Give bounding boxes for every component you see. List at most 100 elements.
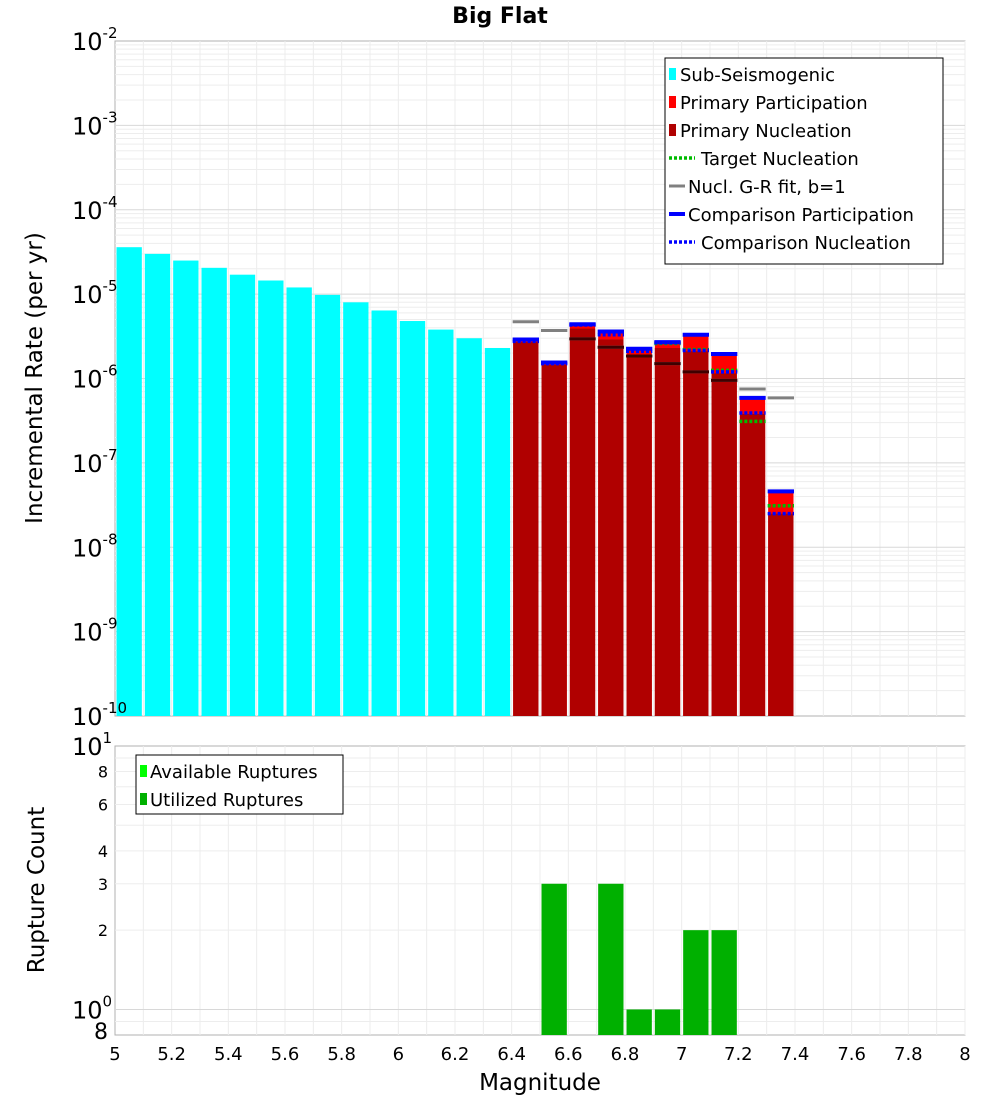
count-legend-label: Utilized Ruptures [150, 790, 303, 811]
count-y-tick-major-label-base: 10 [72, 733, 103, 761]
x-tick-label: 6.2 [441, 1044, 470, 1065]
utilized-ruptures-bar [598, 883, 624, 1035]
primary-nucleation-bar [768, 513, 794, 716]
sub-seismogenic-bar [201, 267, 227, 716]
rate-y-tick-label-exp: -5 [103, 277, 118, 295]
rate-y-tick-label-exp: -9 [103, 615, 118, 633]
rate-y-tick-label: 10-5 [72, 277, 118, 309]
rate-legend-label: Primary Nucleation [680, 121, 852, 142]
count-legend-swatch [140, 793, 147, 805]
count-plot-grid [115, 746, 966, 1035]
rate-legend-label: Target Nucleation [700, 149, 859, 170]
sub-seismogenic-bar [258, 280, 284, 716]
utilized-ruptures-bar [711, 930, 737, 1035]
sub-seismogenic-bar [371, 310, 397, 716]
rate-y-tick-label: 10-4 [72, 193, 118, 225]
rate-y-tick-label-base: 10 [72, 703, 103, 731]
x-tick-label: 8 [959, 1044, 970, 1065]
rate-y-tick-label-exp: -8 [103, 530, 118, 548]
x-tick-label: 5.2 [157, 1044, 186, 1065]
count-y-axis-label: Rupture Count [24, 807, 50, 973]
rate-y-tick-label: 10-6 [72, 362, 118, 394]
sub-seismogenic-bar [314, 294, 341, 716]
rate-legend-label: Nucl. G-R fit, b=1 [688, 177, 846, 198]
sub-seismogenic-bar [286, 287, 312, 716]
x-tick-label: 5.6 [271, 1044, 300, 1065]
x-tick-label: 7.6 [837, 1044, 866, 1065]
sub-seismogenic-bar [484, 347, 511, 716]
rate-y-tick-label: 10-3 [72, 108, 118, 140]
rate-y-tick-label: 10-10 [72, 699, 127, 731]
rate-plot-bars [116, 247, 794, 716]
primary-nucleation-bar [711, 373, 737, 716]
x-tick-label: 5.4 [214, 1044, 243, 1065]
primary-nucleation-bar [654, 347, 681, 716]
sub-seismogenic-bar [456, 338, 482, 716]
count-y-tick-minor-label: 8 [94, 1020, 108, 1045]
chart-title: Big Flat [452, 4, 548, 29]
primary-nucleation-bar [739, 413, 766, 716]
rate-plot: 10-210-310-410-510-610-710-810-910-10 In… [22, 24, 966, 731]
primary-nucleation-bar [598, 339, 624, 716]
rate-y-tick-label: 10-7 [72, 446, 118, 478]
rate-y-tick-label-base: 10 [72, 281, 103, 309]
count-legend-swatch [140, 765, 147, 777]
count-y-tick-minor-label: 8 [98, 763, 108, 782]
rate-y-tick-label-exp: -4 [103, 193, 118, 211]
x-axis-label: Magnitude [479, 1070, 601, 1096]
count-y-tick-major-label-exp: 1 [103, 729, 113, 747]
x-tick-label: 7.8 [894, 1044, 923, 1065]
x-tick-label: 6.6 [554, 1044, 583, 1065]
count-y-tick-minor-label: 4 [98, 842, 108, 861]
rate-legend: Sub-Seismogenic Primary Participation Prim… [664, 57, 944, 265]
utilized-ruptures-bar [683, 930, 709, 1035]
rate-y-tick-label-base: 10 [72, 197, 103, 225]
rate-legend-swatch [669, 68, 676, 80]
sub-seismogenic-bar [144, 253, 171, 716]
utilized-ruptures-bar [654, 1009, 681, 1035]
count-y-tick-minor-label: 6 [98, 795, 108, 814]
rate-y-tick-label-exp: -2 [103, 24, 118, 42]
rate-legend-box [664, 57, 944, 265]
count-y-tick-minor-label: 3 [98, 875, 108, 894]
rate-y-tick-label-exp: -7 [103, 446, 118, 464]
sub-seismogenic-bar [173, 260, 199, 716]
rate-plot-y-ticks: 10-210-310-410-510-610-710-810-910-10 [72, 24, 127, 731]
sub-seismogenic-bar [428, 329, 454, 716]
sub-seismogenic-bar [116, 247, 142, 716]
x-tick-label: 6 [393, 1044, 404, 1065]
rate-y-axis-label: Incremental Rate (per yr) [22, 232, 48, 524]
primary-nucleation-bar [541, 364, 567, 716]
count-y-tick-major-label-exp: 0 [103, 992, 113, 1010]
count-legend: Available Ruptures Utilized Ruptures [135, 754, 344, 815]
count-legend-label: Available Ruptures [150, 762, 318, 783]
count-y-tick-major-label: 100 [72, 992, 112, 1024]
rate-y-tick-label-base: 10 [72, 28, 103, 56]
utilized-ruptures-bar [541, 883, 567, 1035]
rate-y-tick-label-base: 10 [72, 366, 103, 394]
rate-legend-swatch [669, 96, 676, 108]
rate-legend-label: Sub-Seismogenic [680, 65, 835, 86]
x-tick-label: 5 [109, 1044, 120, 1065]
x-tick-label: 7.2 [724, 1044, 753, 1065]
rate-plot-lines [512, 320, 794, 516]
count-y-tick-major-label: 101 [72, 729, 112, 761]
primary-nucleation-bar [513, 342, 539, 716]
rate-legend-label: Comparison Participation [688, 205, 914, 226]
sub-seismogenic-bar [399, 321, 426, 716]
rate-y-tick-label-base: 10 [72, 619, 103, 647]
sub-seismogenic-bar [343, 302, 369, 716]
sub-seismogenic-bar [229, 274, 256, 716]
x-tick-label: 7.4 [781, 1044, 810, 1065]
x-tick-label: 6.4 [497, 1044, 526, 1065]
primary-nucleation-bar [569, 328, 596, 716]
rate-legend-swatch [669, 124, 676, 136]
rate-y-tick-label: 10-9 [72, 615, 118, 647]
rate-y-tick-label-base: 10 [72, 450, 103, 478]
count-y-tick-minor-label: 2 [98, 921, 108, 940]
rate-y-tick-label: 10-8 [72, 530, 118, 562]
rate-y-tick-label-exp: -6 [103, 362, 118, 380]
